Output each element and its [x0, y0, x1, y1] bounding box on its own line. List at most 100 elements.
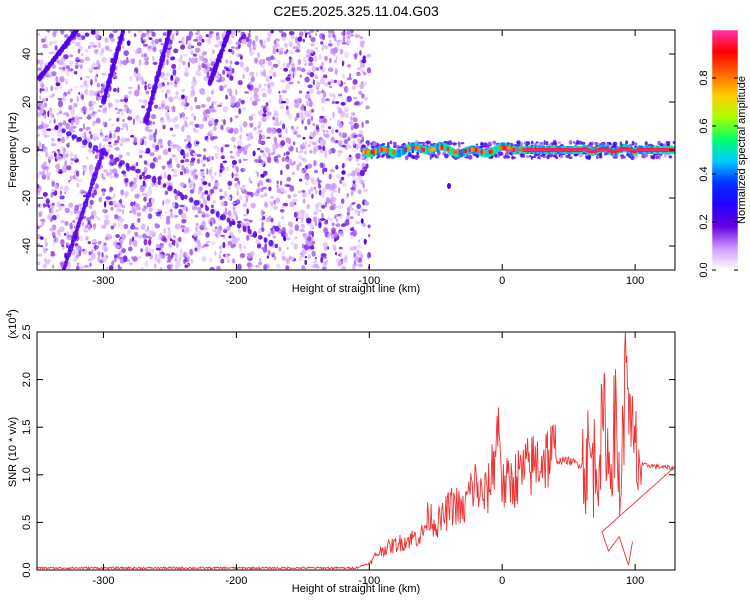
noise-speck	[216, 71, 220, 75]
noise-speck	[209, 117, 215, 123]
noise-speck	[54, 126, 59, 130]
signal-halo	[568, 156, 573, 159]
noise-speck	[274, 38, 280, 42]
noise-speck	[366, 157, 369, 163]
snr-y-multiplier-base: (x10	[7, 317, 19, 338]
noise-speck	[299, 213, 305, 219]
noise-speck	[130, 135, 135, 138]
noise-speck	[243, 245, 246, 250]
noise-speck	[47, 110, 50, 118]
noise-speck	[197, 210, 202, 214]
noise-speck	[337, 152, 342, 158]
noise-speck	[123, 94, 129, 99]
signal-halo	[538, 142, 543, 146]
noise-speck	[41, 98, 44, 102]
noise-speck	[184, 264, 189, 268]
noise-speck	[61, 62, 67, 69]
noise-speck	[303, 158, 307, 162]
noise-speck	[354, 53, 357, 60]
noise-speck	[64, 207, 70, 213]
noise-speck	[224, 207, 228, 212]
noise-speck	[283, 152, 286, 156]
streak-mark	[114, 157, 120, 163]
noise-speck	[173, 48, 179, 54]
noise-speck	[357, 175, 363, 181]
noise-speck	[63, 54, 69, 60]
noise-speck	[311, 65, 316, 73]
noise-speck	[75, 246, 79, 250]
noise-speck	[144, 260, 149, 268]
signal-halo	[503, 155, 507, 159]
signal-peak	[506, 146, 509, 151]
noise-speck	[76, 170, 80, 177]
noise-speck	[242, 158, 248, 161]
noise-speck	[347, 156, 353, 160]
noise-speck	[202, 181, 208, 186]
noise-speck	[288, 56, 292, 60]
noise-speck	[239, 253, 246, 259]
noise-speck	[235, 199, 241, 205]
noise-speck	[201, 220, 207, 228]
signal-halo	[598, 154, 601, 157]
noise-speck	[173, 235, 176, 239]
noise-speck	[73, 71, 78, 75]
noise-speck	[252, 44, 257, 48]
noise-speck	[141, 32, 147, 38]
noise-speck	[255, 239, 260, 244]
noise-speck	[309, 71, 315, 78]
noise-speck	[324, 55, 328, 62]
streak-mark	[242, 225, 246, 232]
noise-speck	[74, 243, 79, 247]
noise-speck	[159, 215, 162, 220]
noise-speck	[261, 113, 267, 117]
noise-speck	[262, 152, 266, 157]
noise-speck	[271, 66, 274, 70]
noise-speck	[148, 84, 152, 88]
noise-speck	[188, 121, 195, 126]
noise-speck	[320, 191, 325, 196]
noise-speck	[57, 98, 63, 101]
noise-speck	[311, 230, 314, 238]
noise-speck	[100, 133, 104, 138]
noise-speck	[151, 31, 156, 37]
noise-speck	[125, 151, 131, 156]
noise-speck	[184, 67, 189, 74]
noise-speck	[179, 204, 185, 208]
noise-speck	[129, 210, 133, 214]
noise-speck	[338, 246, 343, 250]
noise-speck	[67, 89, 70, 93]
streak-mark	[151, 176, 157, 184]
noise-speck	[235, 46, 240, 50]
noise-speck	[95, 117, 101, 124]
noise-speck	[174, 258, 177, 262]
noise-speck	[50, 143, 57, 147]
noise-speck	[46, 128, 52, 131]
noise-speck	[120, 137, 126, 144]
signal-peak	[382, 147, 385, 152]
noise-speck	[174, 223, 181, 230]
noise-speck	[167, 174, 172, 181]
signal-peak	[430, 147, 433, 152]
noise-speck	[138, 76, 144, 81]
noise-speck	[151, 248, 154, 253]
noise-speck	[296, 126, 299, 130]
noise-speck	[334, 68, 338, 76]
noise-speck	[191, 205, 198, 211]
noise-speck	[325, 183, 331, 190]
noise-speck	[213, 144, 219, 150]
noise-speck	[191, 157, 196, 161]
noise-speck	[214, 226, 218, 230]
noise-speck	[171, 63, 177, 70]
noise-speck	[250, 96, 253, 102]
signal-halo	[596, 155, 599, 160]
noise-speck	[264, 202, 269, 208]
noise-speck	[192, 76, 196, 82]
noise-speck	[83, 229, 89, 233]
signal-peak	[590, 149, 593, 154]
signal-halo	[557, 141, 562, 144]
noise-speck	[349, 246, 354, 251]
noise-speck	[343, 139, 349, 145]
signal-peak	[500, 145, 503, 150]
noise-speck	[117, 87, 120, 93]
noise-speck	[318, 54, 322, 60]
